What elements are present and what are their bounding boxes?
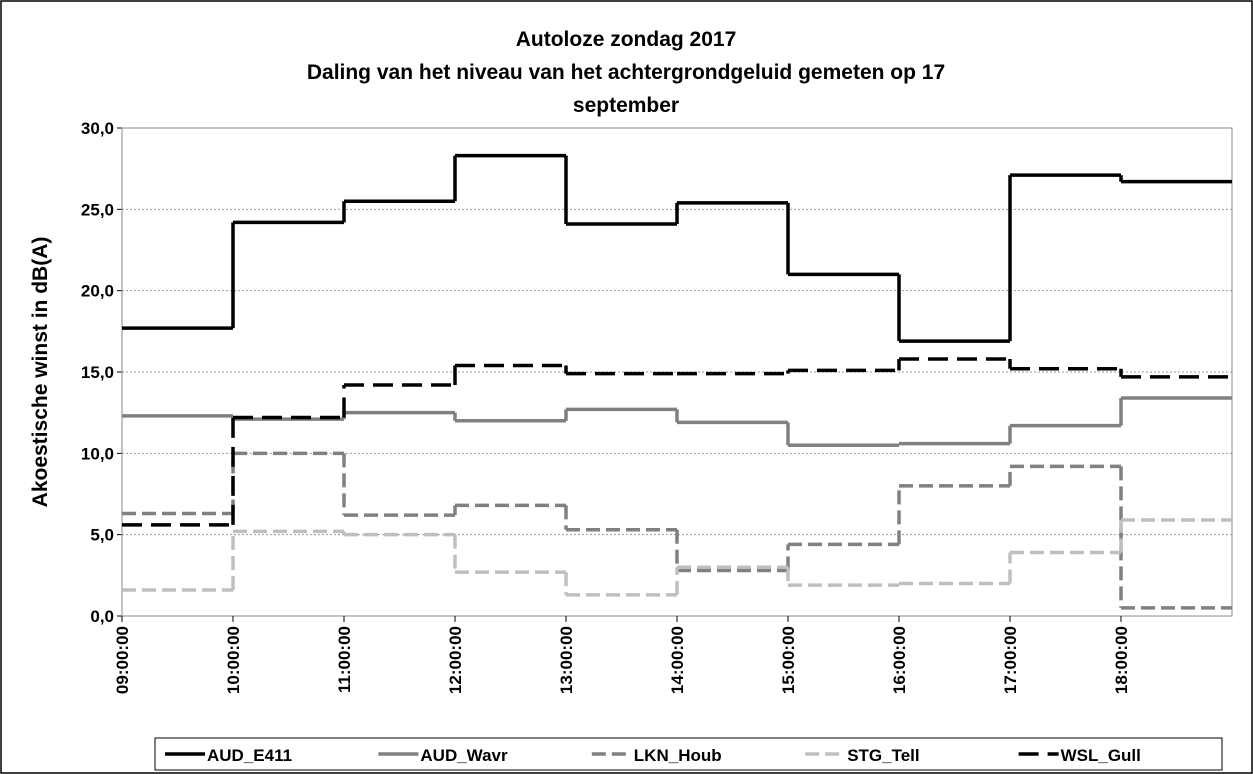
y-tick-label: 30,0 [81,119,114,138]
y-tick-label: 15,0 [81,363,114,382]
x-tick-label: 11:00:00 [335,626,354,693]
legend-label: STG_Tell [847,746,919,765]
x-tick-label: 09:00:00 [113,626,132,694]
legend-label: AUD_E411 [207,746,292,765]
x-tick-label: 15:00:00 [779,626,798,694]
x-tick-label: 18:00:00 [1112,626,1131,694]
y-axis-label: Akoestische winst in dB(A) [29,237,52,508]
x-tick-label: 17:00:00 [1001,626,1020,694]
legend-label: WSL_Gull [1061,746,1141,765]
legend [154,737,1223,771]
x-tick-label: 10:00:00 [224,626,243,694]
y-tick-label: 20,0 [81,282,114,301]
x-tick-label: 14:00:00 [668,626,687,694]
x-tick-label: 12:00:00 [446,626,465,694]
y-tick-label: 0,0 [90,607,114,626]
y-tick-label: 5,0 [90,526,114,545]
chart-title: Autoloze zondag 2017 [516,28,737,51]
x-tick-label: 13:00:00 [557,626,576,694]
chart-subtitle: Daling van het niveau van het achtergron… [307,61,945,84]
y-tick-label: 10,0 [81,444,114,463]
legend-label: LKN_Houb [634,746,722,765]
y-tick-label: 25,0 [81,200,114,219]
legend-label: AUD_Wavr [420,746,508,765]
x-tick-label: 16:00:00 [890,626,909,694]
chart-subtitle: september [573,94,679,117]
